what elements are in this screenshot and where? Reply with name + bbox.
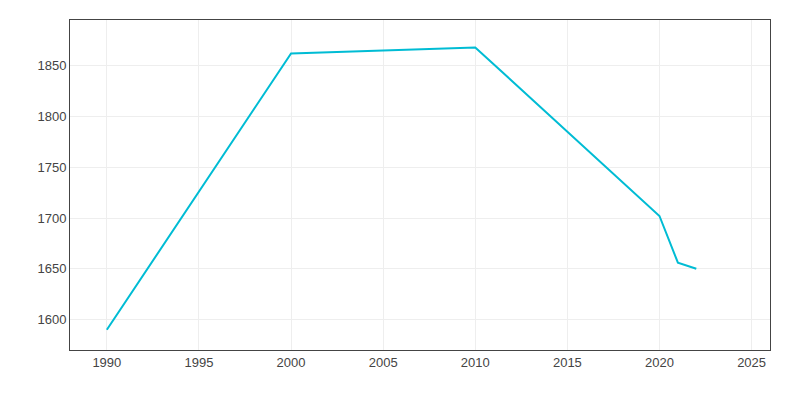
svg-text:1850: 1850 <box>37 58 66 73</box>
svg-text:2015: 2015 <box>553 355 582 370</box>
svg-text:1750: 1750 <box>37 160 66 175</box>
svg-text:1650: 1650 <box>37 261 66 276</box>
svg-text:2000: 2000 <box>277 355 306 370</box>
svg-text:2005: 2005 <box>369 355 398 370</box>
svg-text:1995: 1995 <box>184 355 213 370</box>
svg-text:1700: 1700 <box>37 211 66 226</box>
svg-text:2025: 2025 <box>737 355 766 370</box>
svg-text:1800: 1800 <box>37 109 66 124</box>
svg-text:2010: 2010 <box>461 355 490 370</box>
svg-text:1600: 1600 <box>37 312 66 327</box>
svg-text:1990: 1990 <box>92 355 121 370</box>
svg-text:2020: 2020 <box>645 355 674 370</box>
